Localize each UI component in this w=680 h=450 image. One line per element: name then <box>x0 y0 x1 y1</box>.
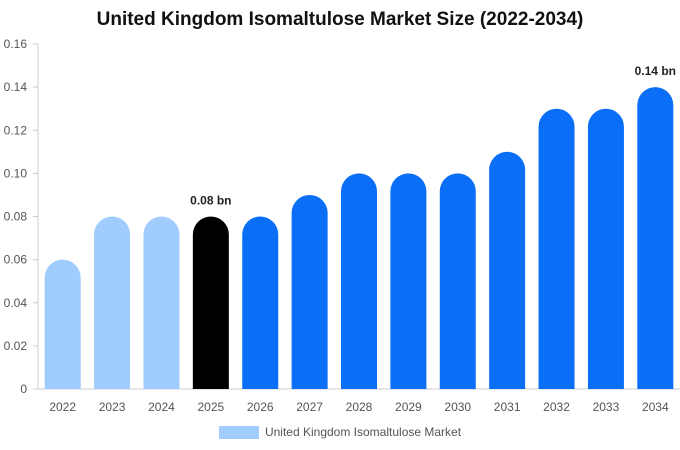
x-tick-label: 2023 <box>99 400 126 414</box>
bar-2027 <box>291 194 328 389</box>
bar-2022 <box>44 259 81 389</box>
x-tick-label: 2030 <box>444 400 471 414</box>
x-tick-label: 2025 <box>197 400 224 414</box>
bar-2026 <box>242 216 279 389</box>
y-tick-label: 0.02 <box>4 339 28 353</box>
legend: United Kingdom Isomaltulose Market <box>0 425 680 439</box>
bar-2031 <box>489 151 526 389</box>
x-tick-label: 2034 <box>642 400 669 414</box>
data-label-2034: 0.14 bn <box>635 64 676 78</box>
x-tick-label: 2033 <box>593 400 620 414</box>
y-tick-label: 0.10 <box>4 166 28 180</box>
x-tick-label: 2029 <box>395 400 422 414</box>
bar-2032 <box>538 108 575 389</box>
x-tick-label: 2027 <box>296 400 323 414</box>
x-tick-label: 2031 <box>494 400 521 414</box>
bar-2033 <box>587 108 624 389</box>
y-tick-label: 0.14 <box>4 80 28 94</box>
bar-2024 <box>143 216 180 389</box>
bar-chart: 00.020.040.060.080.100.120.140.16 2022 20… <box>4 37 680 414</box>
y-tick-label: 0.08 <box>4 210 28 224</box>
bar-2030 <box>439 173 476 389</box>
bar-2025 <box>192 216 229 389</box>
x-tick-label: 2028 <box>346 400 373 414</box>
bars <box>44 87 674 389</box>
x-tick-label: 2032 <box>543 400 570 414</box>
y-tick-label: 0.04 <box>4 296 28 310</box>
legend-swatch <box>218 425 259 439</box>
x-tick-label: 2022 <box>49 400 76 414</box>
x-tick-label: 2026 <box>247 400 274 414</box>
bar-2028 <box>341 173 377 389</box>
x-tick-label: 2024 <box>148 400 175 414</box>
y-tick-label: 0.06 <box>4 253 28 267</box>
bar-2029 <box>390 173 427 389</box>
chart-title: United Kingdom Isomaltulose Market Size … <box>96 9 584 30</box>
bar-2023 <box>94 216 131 389</box>
labels: 2022 2023 2024 2025 0.08 bn 2026 2027 2028 2029 2… <box>49 64 676 414</box>
bar-2034 <box>637 87 674 389</box>
data-label-2025: 0.08 bn <box>190 194 231 208</box>
y-tick-label: 0.12 <box>4 123 28 137</box>
legend-label: United Kingdom Isomaltulose Market <box>264 425 462 439</box>
y-tick-label: 0.16 <box>4 37 28 51</box>
y-tick-label: 0 <box>20 382 27 396</box>
